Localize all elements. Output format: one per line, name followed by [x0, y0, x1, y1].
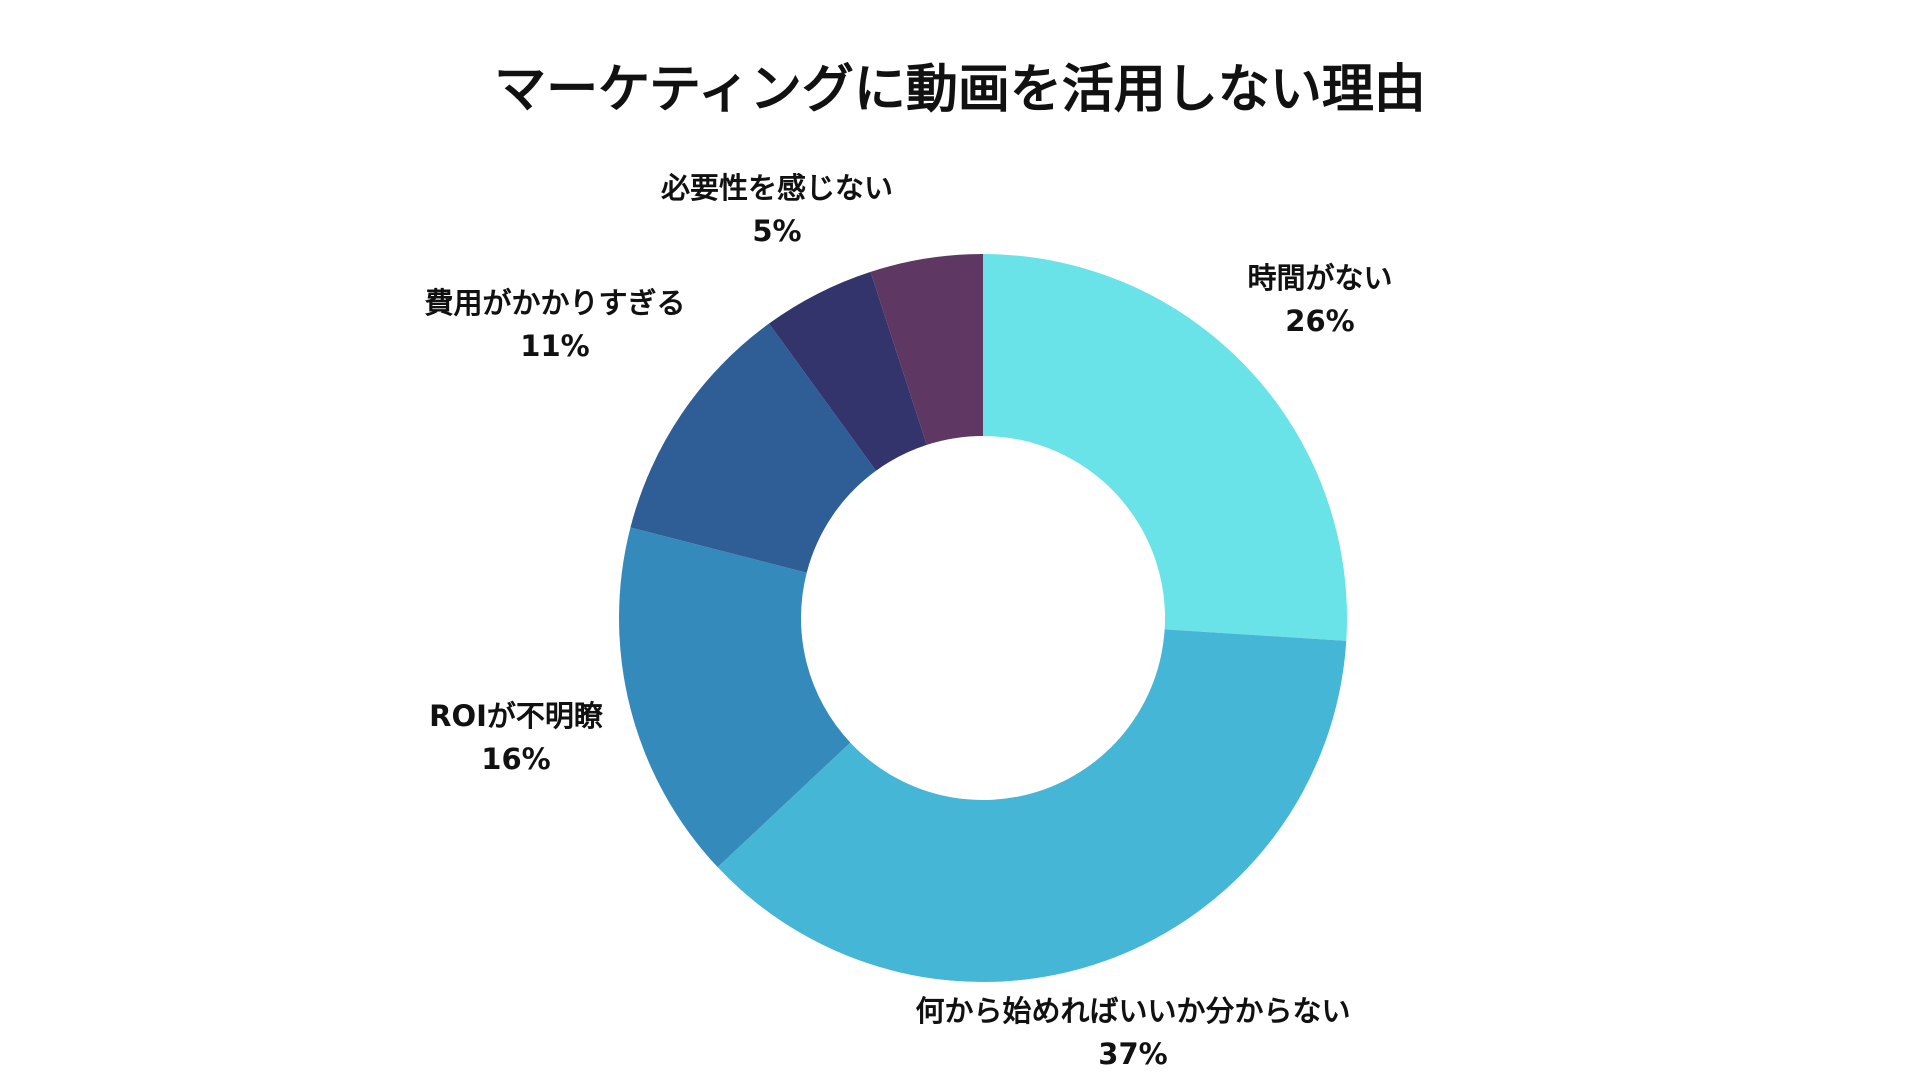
value-label: 5%	[752, 214, 801, 248]
donut-slice	[769, 271, 927, 471]
donut-slice	[870, 254, 983, 445]
donut-slice	[983, 254, 1348, 641]
chart-title: マーケティングに動画を活用しない理由	[494, 60, 1426, 120]
value-label: 37%	[1098, 1037, 1167, 1071]
slice-label: ROIが不明瞭	[429, 699, 604, 733]
value-label: 16%	[481, 742, 550, 776]
donut-slice	[630, 323, 877, 573]
value-label: 26%	[1285, 304, 1354, 338]
donut-slice	[717, 629, 1347, 983]
donut-slice	[619, 527, 851, 868]
slice-label: 費用がかかりすぎる	[424, 286, 685, 320]
slice-label: 時間がない	[1247, 261, 1392, 295]
slice-label: 何から始めればいいか分からない	[915, 994, 1350, 1028]
value-label: 11%	[520, 329, 589, 363]
slice-label: 必要性を感じない	[661, 171, 893, 205]
